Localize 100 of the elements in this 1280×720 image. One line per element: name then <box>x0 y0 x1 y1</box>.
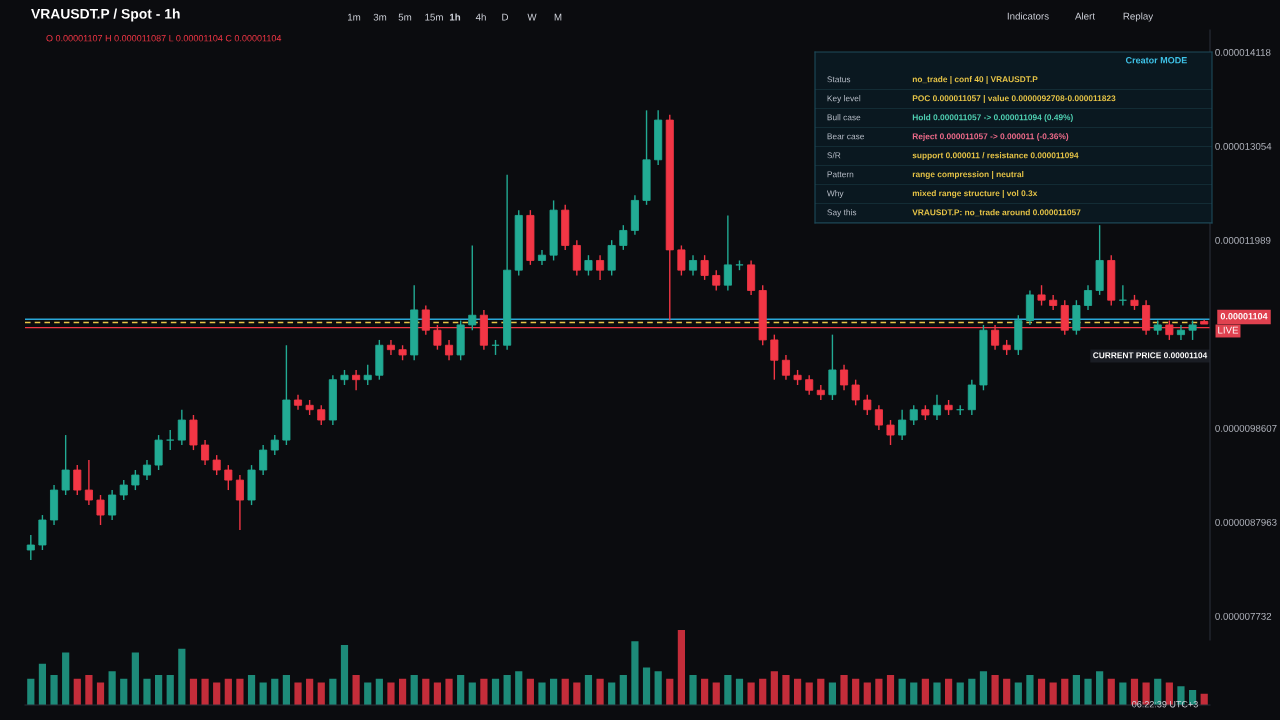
annotation: Hold 0.000011057 -> 0.000011094 (0.49%) <box>912 114 1073 122</box>
chart-subtitle: O 0.00001107 H 0.000011087 L 0.00001104 C 0.00001104 <box>46 35 282 42</box>
y-tick-label: 0.000007732 <box>1215 612 1272 620</box>
bar <box>956 682 964 705</box>
bar <box>515 671 523 705</box>
bar <box>155 675 163 705</box>
candlestick <box>816 384 825 401</box>
bar <box>445 678 453 705</box>
candlestick <box>863 393 872 416</box>
bar <box>886 675 895 705</box>
annotation: Reject 0.000011057 -> 0.000011 (-0.36%) <box>912 133 1069 141</box>
bar <box>166 675 174 705</box>
candlestick <box>770 333 779 381</box>
bar <box>1119 682 1127 705</box>
candlestick <box>445 339 454 361</box>
candlestick <box>932 393 942 421</box>
bar <box>236 678 244 705</box>
bar <box>712 682 720 705</box>
y-tick-label: 0.0000098607 <box>1215 424 1277 432</box>
candlestick <box>317 404 326 426</box>
candlestick <box>712 269 721 292</box>
bar <box>782 675 790 705</box>
bar <box>1061 678 1069 705</box>
candlestick <box>1037 284 1046 307</box>
bar <box>410 675 418 705</box>
bar <box>201 678 209 705</box>
candlestick <box>61 434 70 496</box>
bar <box>480 678 488 705</box>
bar <box>689 675 697 705</box>
bar <box>178 648 186 705</box>
bar <box>120 678 128 705</box>
bar <box>817 678 825 705</box>
bar <box>340 645 349 705</box>
y-tick-label: 0.000013054 <box>1215 142 1272 150</box>
annotation: Key level <box>827 95 861 103</box>
bar <box>724 675 732 705</box>
bar <box>317 682 325 705</box>
candlestick <box>270 434 279 456</box>
bar <box>933 682 941 705</box>
candlestick <box>212 454 221 476</box>
candlestick <box>898 409 907 441</box>
bar <box>631 641 639 705</box>
bar <box>701 678 709 705</box>
bar <box>875 678 883 705</box>
text: 15m <box>425 13 443 21</box>
bar <box>491 678 500 705</box>
candlestick <box>142 459 152 481</box>
bar <box>677 630 685 705</box>
candlestick <box>224 464 233 491</box>
chart-title: VRAUSDT.P / Spot - 1h <box>31 8 180 22</box>
candlestick <box>851 378 860 406</box>
text: LIVE <box>1218 326 1239 334</box>
bar <box>863 682 871 705</box>
bar <box>898 678 906 705</box>
bar <box>538 682 546 705</box>
bar <box>224 678 232 705</box>
candlestick <box>131 469 140 491</box>
bar <box>584 675 593 705</box>
candlestick <box>874 404 883 431</box>
bar <box>62 652 70 705</box>
bar <box>387 682 395 705</box>
bar <box>306 678 314 705</box>
bar <box>27 678 35 705</box>
bar <box>468 682 476 705</box>
bar <box>979 671 988 705</box>
annotation: Creator MODE <box>1125 57 1187 64</box>
annotation: VRAUSDT.P: no_trade around 0.000011057 <box>912 209 1081 217</box>
bar <box>596 678 604 705</box>
bar <box>619 675 627 705</box>
annotation: 06:22:39 UTC+3 <box>1132 701 1198 708</box>
bar <box>96 682 105 705</box>
y-tick-label: 0.000011989 <box>1215 236 1271 244</box>
candlestick <box>619 224 628 251</box>
bar <box>735 678 744 705</box>
bar <box>213 682 221 705</box>
bar <box>921 678 929 705</box>
annotation: support 0.000011 / resistance 0.000011094 <box>912 152 1079 160</box>
bar <box>573 682 581 705</box>
candlestick <box>363 363 372 386</box>
bar <box>828 682 837 705</box>
candlestick <box>596 254 605 281</box>
bar <box>852 678 860 705</box>
candlestick <box>26 534 35 561</box>
bar <box>433 682 442 705</box>
candlestick <box>584 254 593 277</box>
bar <box>271 678 279 705</box>
bar <box>654 671 662 705</box>
bar <box>526 678 534 705</box>
candlestick <box>1176 324 1185 341</box>
text: 0.00001104 <box>1220 313 1268 320</box>
text: 1h <box>449 13 461 21</box>
candlestick <box>166 429 175 451</box>
annotation: CURRENT PRICE 0.00001104 <box>1093 352 1208 359</box>
annotation: mixed range structure | vol 0.3x <box>912 190 1038 198</box>
bar <box>503 675 511 705</box>
annotation: Say this <box>827 209 857 217</box>
bar <box>793 678 802 705</box>
candlestick <box>108 489 117 521</box>
bar <box>747 682 755 705</box>
bar <box>131 652 139 705</box>
